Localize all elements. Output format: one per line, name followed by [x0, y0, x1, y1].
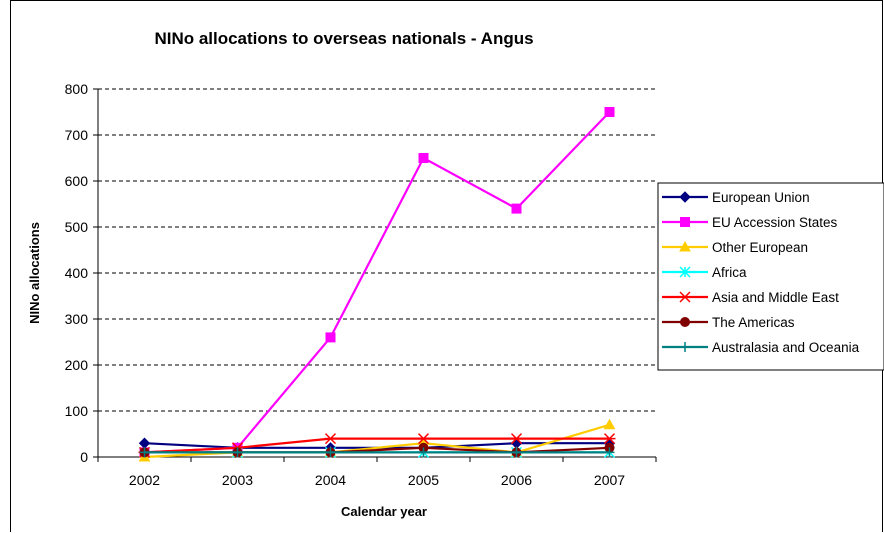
x-tick-label-2006: 2006 [501, 472, 532, 488]
point-australasia-and-oceania-2004 [325, 447, 336, 458]
y-tick-label-200: 200 [65, 357, 89, 373]
series-australasia-and-oceania [139, 447, 615, 458]
grid-lines [98, 88, 656, 412]
axes [93, 88, 657, 462]
legend-label-other-european: Other European [712, 240, 808, 255]
point-australasia-and-oceania-2003 [232, 447, 243, 458]
legend: European Union EU Accession States Other E… [657, 182, 884, 371]
legend-swatch-marker-australasia-and-oceania [680, 342, 690, 352]
legend-item-other-european: Other European [662, 240, 808, 255]
point-eu-accession-states-2007 [604, 107, 615, 117]
point-australasia-and-oceania-2005 [418, 447, 429, 458]
point-australasia-and-oceania-2007 [604, 447, 615, 458]
x-tick-label-2003: 2003 [222, 472, 253, 488]
x-tick-label-2002: 2002 [129, 472, 160, 488]
legend-item-eu-accession-states: EU Accession States [662, 215, 838, 230]
series-other-european [138, 418, 616, 462]
series-line-asia-and-middle-east [144, 437, 610, 454]
y-axis-title: NINo allocations [27, 222, 42, 324]
point-australasia-and-oceania-2006 [511, 447, 522, 458]
legend-swatch-marker-the-americas [680, 317, 690, 327]
y-tick-label-600: 600 [65, 173, 89, 189]
x-axis-title: Calendar year [341, 504, 427, 519]
x-tick-label-2004: 2004 [315, 472, 346, 488]
point-australasia-and-oceania-2002 [139, 447, 150, 458]
legend-item-australasia-and-oceania: Australasia and Oceania [662, 340, 860, 355]
point-other-european-2007 [603, 418, 616, 430]
point-eu-accession-states-2006 [511, 203, 522, 214]
y-tick-label-100: 100 [65, 403, 89, 419]
x-tick-label-2005: 2005 [408, 472, 439, 488]
chart-title: NINo allocations to overseas nationals -… [154, 29, 533, 48]
legend-label-africa: Africa [712, 265, 747, 280]
point-eu-accession-states-2004 [325, 332, 336, 343]
tick-labels: 0 100 200 300 400 500 600 700 800 2002 2003 2004 200… [65, 81, 626, 488]
series-lines [138, 107, 616, 462]
legend-item-asia-and-middle-east: Asia and Middle East [662, 290, 839, 305]
legend-item-european-union: European Union [662, 190, 810, 205]
series-line-eu-accession-states [144, 111, 611, 454]
legend-label-eu-accession-states: EU Accession States [712, 215, 838, 230]
point-asia-and-middle-east-2007 [603, 433, 616, 445]
x-tick-label-2007: 2007 [594, 472, 625, 488]
legend-swatch-marker-asia-and-middle-east [679, 291, 691, 303]
point-asia-and-middle-east-2005 [417, 433, 430, 445]
legend-label-australasia-and-oceania: Australasia and Oceania [712, 340, 860, 355]
legend-swatch-marker-eu-accession-states [680, 217, 690, 227]
y-tick-label-0: 0 [80, 449, 88, 465]
y-tick-label-500: 500 [65, 219, 89, 235]
point-asia-and-middle-east-2004 [324, 433, 337, 445]
series-eu-accession-states [139, 107, 615, 458]
legend-label-the-americas: The Americas [712, 315, 795, 330]
legend-box [657, 182, 884, 371]
legend-swatch-marker-other-european [679, 240, 691, 252]
legend-swatch-marker-africa [679, 266, 691, 278]
y-tick-label-300: 300 [65, 311, 89, 327]
point-european-union-2002 [138, 437, 151, 449]
legend-swatch-marker-european-union [679, 191, 691, 203]
legend-label-european-union: European Union [712, 190, 810, 205]
legend-label-asia-and-middle-east: Asia and Middle East [712, 290, 839, 305]
legend-item-africa: Africa [662, 265, 747, 280]
y-tick-label-800: 800 [65, 81, 89, 97]
legend-item-the-americas: The Americas [662, 315, 795, 330]
point-eu-accession-states-2005 [418, 153, 429, 163]
y-tick-label-400: 400 [65, 265, 89, 281]
point-asia-and-middle-east-2006 [510, 433, 523, 445]
y-tick-label-700: 700 [65, 127, 89, 143]
